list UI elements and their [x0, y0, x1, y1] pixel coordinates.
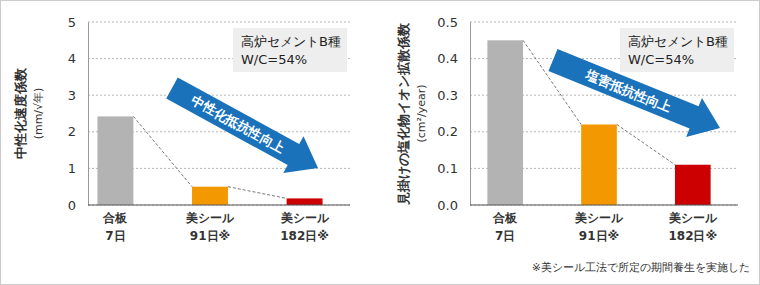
y-axis: 0 1 2 3 4 5 [68, 15, 89, 213]
x-tick-label: 美シール91日※ [574, 211, 624, 243]
y-tick: 1 [68, 161, 88, 176]
connector [617, 124, 675, 164]
x-tick: 合板7日 [102, 205, 128, 243]
bar [287, 198, 323, 205]
note-box: 高炉セメントB種 W/C=54% [620, 28, 734, 72]
y-tick: 2 [68, 124, 88, 139]
connector [133, 116, 192, 186]
y-axis-line [88, 23, 89, 206]
note-background [233, 28, 347, 72]
note-box: 高炉セメントB種 W/C=54% [233, 28, 347, 72]
y-tick: 0 [68, 198, 88, 213]
bar [97, 116, 133, 205]
x-tick-label: 合板7日 [102, 211, 128, 243]
x-tick-label: 美シール91日※ [185, 211, 235, 243]
y-tick-label: 0.4 [437, 51, 458, 66]
x-axis: 合板7日 美シール91日※ 美シール182日※ [492, 205, 718, 243]
y-tick-label: 3 [68, 88, 76, 103]
note-text: 高炉セメントB種 [241, 34, 341, 49]
chart: 0.0 0.1 0.2 0.3 0.4 0.5 見掛けの塩化物イオン拡散係数 (cm²/yea… [396, 15, 739, 243]
x-axis-line [470, 205, 738, 206]
y-tick: 3 [68, 88, 88, 103]
note-background [620, 28, 734, 72]
grid-line [88, 205, 350, 206]
y-tick: 0.5 [437, 15, 470, 30]
grid-line [470, 22, 738, 23]
x-tick-label: 美シール182日※ [668, 211, 718, 243]
bar [487, 40, 523, 205]
y-tick: 0.0 [437, 198, 470, 213]
y-tick: 0.3 [437, 88, 470, 103]
grid-line [470, 205, 738, 206]
footnote: ※美シール工法で所定の期間養生を実施した [532, 261, 750, 274]
arrow-label: 塩害抵抗性向上 [583, 67, 674, 116]
grid-line [88, 95, 350, 96]
x-tick: 美シール91日※ [185, 205, 235, 243]
arrow: 塩害抵抗性向上 [545, 41, 728, 148]
y-tick-label: 0.1 [437, 161, 458, 176]
y-tick-label: 0.0 [437, 198, 458, 213]
bar [675, 165, 711, 205]
x-tick-label: 美シール182日※ [280, 211, 330, 243]
y-tick: 0.1 [437, 161, 470, 176]
y-axis-line [470, 23, 471, 206]
y-axis-title: 中性化速度係数 [13, 67, 28, 159]
note-text: 高炉セメントB種 [628, 34, 728, 49]
x-tick-label: 合板7日 [492, 211, 518, 243]
x-tick: 美シール91日※ [574, 205, 624, 243]
y-tick: 4 [68, 51, 88, 66]
y-tick-label: 1 [68, 161, 76, 176]
y-tick-label: 0.3 [437, 88, 458, 103]
arrow-shape [162, 70, 328, 187]
y-tick-label: 2 [68, 124, 76, 139]
frame [1, 1, 760, 285]
bar [192, 187, 228, 205]
arrow: 中性化抵抗性向上 [162, 70, 328, 187]
y-tick: 0.2 [437, 124, 470, 139]
note-text: W/C=54% [628, 52, 694, 67]
y-tick-label: 5 [68, 15, 76, 30]
note-text: W/C=54% [241, 52, 307, 67]
arrow-label: 中性化抵抗性向上 [189, 93, 287, 156]
y-tick: 0.4 [437, 51, 470, 66]
bar [581, 124, 617, 205]
connector [523, 40, 581, 124]
y-tick-label: 0.5 [437, 15, 458, 30]
y-axis-title: 見掛けの塩化物イオン拡散係数 [396, 22, 411, 206]
x-tick: 美シール182日※ [280, 205, 330, 243]
y-tick: 5 [68, 15, 88, 30]
y-tick-label: 0 [68, 198, 76, 213]
chart: 0 1 2 3 4 5 中性化速度係数 (mm/√年) 合板7日 美シール91日※ 美シール182日… [13, 15, 351, 243]
connector [228, 187, 287, 199]
grid-line [88, 22, 350, 23]
y-axis-unit: (mm/√年) [32, 88, 45, 140]
y-tick-label: 0.2 [437, 124, 458, 139]
x-tick: 美シール182日※ [668, 205, 718, 243]
grid [88, 22, 350, 205]
y-axis: 0.0 0.1 0.2 0.3 0.4 0.5 [437, 15, 470, 213]
x-axis: 合板7日 美シール91日※ 美シール182日※ [102, 205, 329, 243]
x-tick: 合板7日 [492, 205, 518, 243]
arrow-shape [545, 41, 728, 148]
x-axis-line [88, 205, 350, 206]
y-tick-label: 4 [68, 51, 76, 66]
chart-canvas: 0 1 2 3 4 5 中性化速度係数 (mm/√年) 合板7日 美シール91日※ 美シール182日… [0, 0, 760, 285]
grid [470, 22, 738, 205]
y-axis-unit: (cm²/year) [415, 84, 428, 142]
